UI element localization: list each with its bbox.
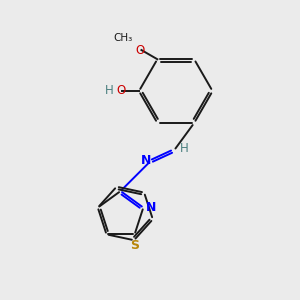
Text: O: O [135, 44, 144, 56]
Text: O: O [116, 84, 125, 97]
Text: H: H [180, 142, 189, 155]
Text: H: H [105, 84, 114, 97]
Text: S: S [130, 239, 139, 252]
Text: CH₃: CH₃ [113, 33, 133, 43]
Text: N: N [146, 201, 156, 214]
Text: N: N [140, 154, 151, 167]
